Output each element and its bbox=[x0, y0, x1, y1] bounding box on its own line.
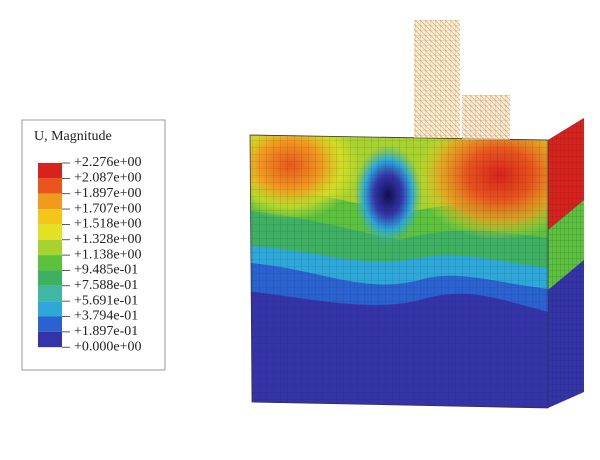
legend-label: +5.691e-01 bbox=[74, 293, 138, 308]
model bbox=[249, 20, 584, 409]
legend-swatch bbox=[38, 316, 62, 332]
legend-label: +9.485e-01 bbox=[74, 263, 138, 278]
pile bbox=[414, 20, 510, 140]
legend-label: +7.588e-01 bbox=[74, 278, 138, 293]
legend-label: +2.087e+00 bbox=[74, 171, 142, 186]
front-mesh bbox=[250, 135, 548, 408]
legend-label: +1.518e+00 bbox=[74, 217, 142, 232]
legend-swatch bbox=[38, 239, 62, 256]
legend-label: +1.707e+00 bbox=[74, 201, 142, 216]
legend-swatch bbox=[38, 163, 62, 179]
legend-swatch bbox=[38, 193, 62, 210]
legend-swatch bbox=[38, 270, 62, 286]
legend-label: +3.794e-01 bbox=[74, 309, 138, 324]
legend-swatch bbox=[38, 331, 62, 348]
legend-label: +1.138e+00 bbox=[74, 247, 142, 262]
legend-title: U, Magnitude bbox=[34, 129, 112, 144]
legend-swatch bbox=[38, 255, 62, 271]
legend-label: +2.276e+00 bbox=[74, 155, 142, 170]
legend-label: +1.897e-01 bbox=[74, 324, 138, 339]
legend-label: +1.897e+00 bbox=[74, 186, 142, 201]
side-mesh bbox=[548, 118, 584, 408]
legend-swatch bbox=[38, 209, 62, 225]
legend-label: +1.328e+00 bbox=[74, 232, 142, 247]
legend: U, Magnitude +2.276e+00+2.087e+00+1.897e… bbox=[21, 119, 166, 371]
pile-lower-mesh bbox=[462, 95, 510, 140]
legend-swatch bbox=[38, 285, 62, 302]
pile-upper-mesh bbox=[414, 20, 460, 138]
front-outline bbox=[249, 134, 549, 409]
legend-label: +0.000e+00 bbox=[74, 339, 142, 354]
legend-swatch bbox=[38, 178, 62, 194]
front-face bbox=[250, 135, 548, 408]
legend-swatch bbox=[38, 301, 62, 317]
legend-swatch bbox=[38, 224, 62, 240]
